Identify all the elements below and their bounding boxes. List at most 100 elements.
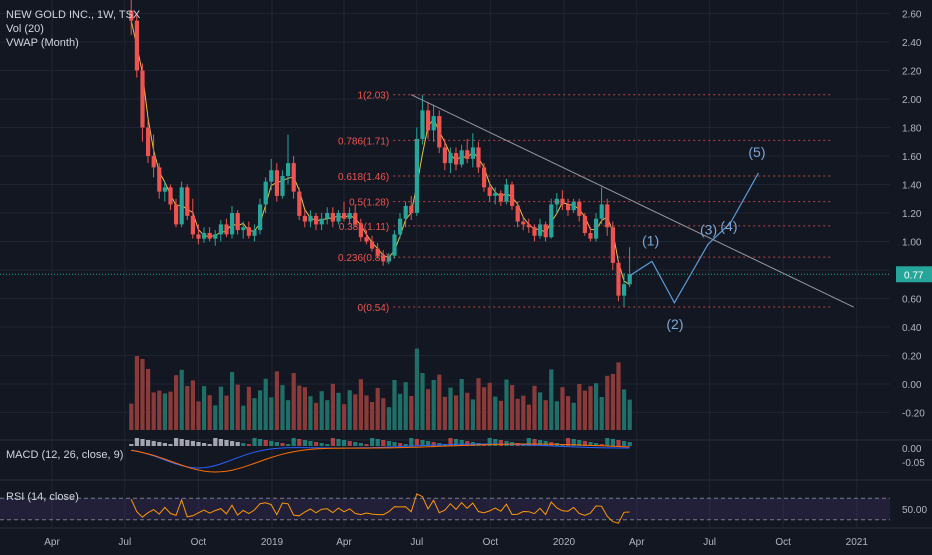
- macd-histogram-bar: [174, 438, 179, 446]
- macd-histogram-bar: [409, 438, 414, 446]
- volume-bar: [291, 373, 296, 430]
- elliott-wave-path: [629, 172, 759, 305]
- candle-body: [459, 150, 464, 165]
- chart-legend: NEW GOLD INC., 1W, TSX Vol (20) VWAP (Mo…: [6, 8, 140, 50]
- macd-histogram-bar: [364, 444, 369, 446]
- volume-bar: [252, 398, 257, 430]
- candle-body: [554, 198, 559, 205]
- candle-body: [269, 170, 274, 182]
- volume-bar: [151, 392, 156, 430]
- candle-body: [566, 204, 571, 211]
- macd-histogram-bar: [465, 441, 470, 446]
- macd-histogram-bar: [526, 438, 531, 446]
- macd-histogram-bar: [622, 441, 627, 446]
- volume-bar: [622, 389, 627, 430]
- volume-bar: [554, 401, 559, 430]
- volume-bar: [605, 375, 610, 430]
- volume-bar: [459, 379, 464, 430]
- candle-body: [286, 163, 291, 176]
- price-axis-label: 1.40: [902, 181, 922, 192]
- candle-body: [627, 274, 632, 285]
- volume-bar: [146, 369, 151, 430]
- macd-histogram-bar: [202, 443, 207, 446]
- volume-bar: [347, 390, 352, 430]
- macd-histogram-bar: [538, 440, 543, 446]
- volume-bar: [476, 378, 481, 430]
- candle-body: [174, 204, 179, 225]
- volume-bar: [398, 393, 403, 430]
- candle-body: [549, 204, 554, 238]
- elliott-wave-label: (2): [666, 316, 683, 332]
- candle-body: [157, 167, 162, 192]
- time-axis-label: Jul: [118, 537, 131, 548]
- macd-histogram-bar: [431, 442, 436, 446]
- candle-body: [364, 237, 369, 242]
- last-price-tag-label: 0.77: [904, 270, 924, 281]
- macd-histogram-bar: [230, 441, 235, 446]
- candle-body: [594, 218, 599, 239]
- macd-histogram-bar: [392, 442, 397, 446]
- elliott-wave-label: (3): [700, 221, 717, 237]
- macd-histogram-bar: [140, 439, 145, 446]
- macd-histogram-bar: [157, 442, 162, 446]
- candle-body: [616, 262, 621, 296]
- candle-body: [431, 116, 436, 131]
- candle-body: [252, 230, 257, 236]
- candle-body: [622, 284, 627, 296]
- candle-body: [599, 204, 604, 219]
- volume-bar: [386, 407, 391, 430]
- candle-body: [347, 213, 352, 219]
- candle-body: [258, 204, 263, 231]
- candle-body: [129, 10, 134, 21]
- price-axis-label: 2.40: [902, 38, 922, 49]
- candle-body: [235, 213, 240, 231]
- candle-body: [207, 232, 212, 239]
- candle-body: [515, 205, 520, 222]
- volume-indicator-label[interactable]: Vol (20): [6, 23, 44, 35]
- time-axis-label: Apr: [336, 537, 352, 548]
- volume-bar: [526, 404, 531, 430]
- volume-bar: [375, 388, 380, 430]
- rsi-band: [0, 498, 890, 520]
- candle-body: [358, 224, 363, 238]
- volume-bar: [420, 373, 425, 430]
- symbol-title[interactable]: NEW GOLD INC., 1W, TSX: [6, 9, 141, 21]
- candle-body: [185, 187, 190, 216]
- macd-histogram-bar: [582, 441, 587, 446]
- macd-histogram-bar: [218, 439, 223, 446]
- volume-bar: [246, 386, 251, 430]
- fib-level-label: 0.786(1.71): [338, 136, 389, 147]
- vwap-indicator-label[interactable]: VWAP (Month): [6, 37, 79, 49]
- macd-histogram-bar: [571, 439, 576, 446]
- elliott-wave-label: (1): [642, 232, 659, 248]
- macd-histogram-bar: [207, 444, 212, 446]
- volume-bar: [403, 382, 408, 430]
- volume-bar: [588, 386, 593, 430]
- candle-body: [196, 234, 201, 239]
- last-price-tag: [896, 266, 932, 283]
- volume-bar: [213, 405, 218, 430]
- macd-histogram-bar: [246, 444, 251, 446]
- macd-histogram-bar: [588, 442, 593, 446]
- volume-bar: [571, 402, 576, 430]
- macd-axis-label: -0.05: [902, 458, 925, 469]
- candle-body: [398, 218, 403, 235]
- fib-level-label: 0.5(1.28): [349, 198, 389, 209]
- macd-histogram-bar: [454, 439, 459, 446]
- candle-body: [543, 224, 548, 238]
- volume-bar: [538, 392, 543, 430]
- macd-histogram-bar: [532, 439, 537, 446]
- volume-bar: [274, 371, 279, 430]
- macd-histogram-bar: [162, 443, 167, 446]
- candle-body: [465, 150, 470, 159]
- price-axis-label: 2.60: [902, 10, 922, 21]
- volume-bar: [493, 396, 498, 430]
- volume-bar: [364, 395, 369, 430]
- macd-label: MACD (12, 26, close, 9): [6, 449, 123, 461]
- volume-bar: [560, 387, 565, 430]
- volume-bar: [627, 399, 632, 430]
- volume-bar: [426, 389, 431, 430]
- candle-body: [353, 213, 358, 225]
